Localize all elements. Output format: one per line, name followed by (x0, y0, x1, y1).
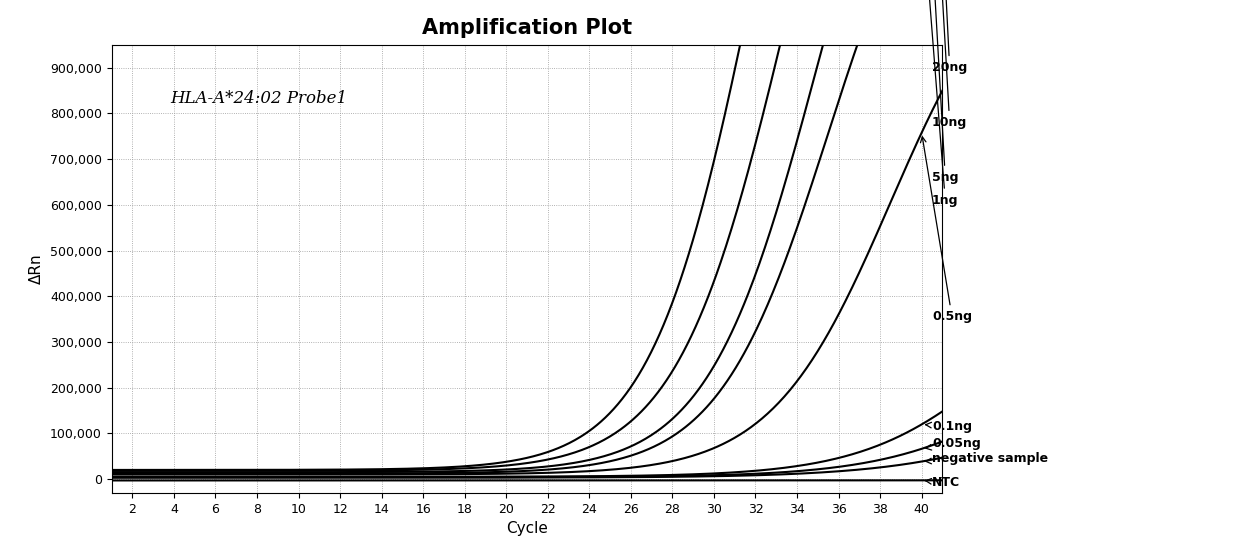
Y-axis label: ΔRn: ΔRn (30, 254, 45, 284)
Text: 5ng: 5ng (919, 0, 959, 184)
X-axis label: Cycle: Cycle (506, 521, 548, 536)
Text: 20ng: 20ng (919, 0, 967, 74)
Text: HLA-A*24:02 Probe1: HLA-A*24:02 Probe1 (170, 90, 347, 107)
Text: negative sample: negative sample (926, 451, 1048, 465)
Text: NTC: NTC (926, 476, 960, 489)
Text: 0.1ng: 0.1ng (926, 420, 972, 433)
Title: Amplification Plot: Amplification Plot (422, 18, 632, 38)
Text: 1ng: 1ng (920, 0, 959, 207)
Text: 0.05ng: 0.05ng (926, 437, 981, 450)
Text: 0.5ng: 0.5ng (920, 137, 972, 323)
Text: 10ng: 10ng (919, 0, 967, 129)
